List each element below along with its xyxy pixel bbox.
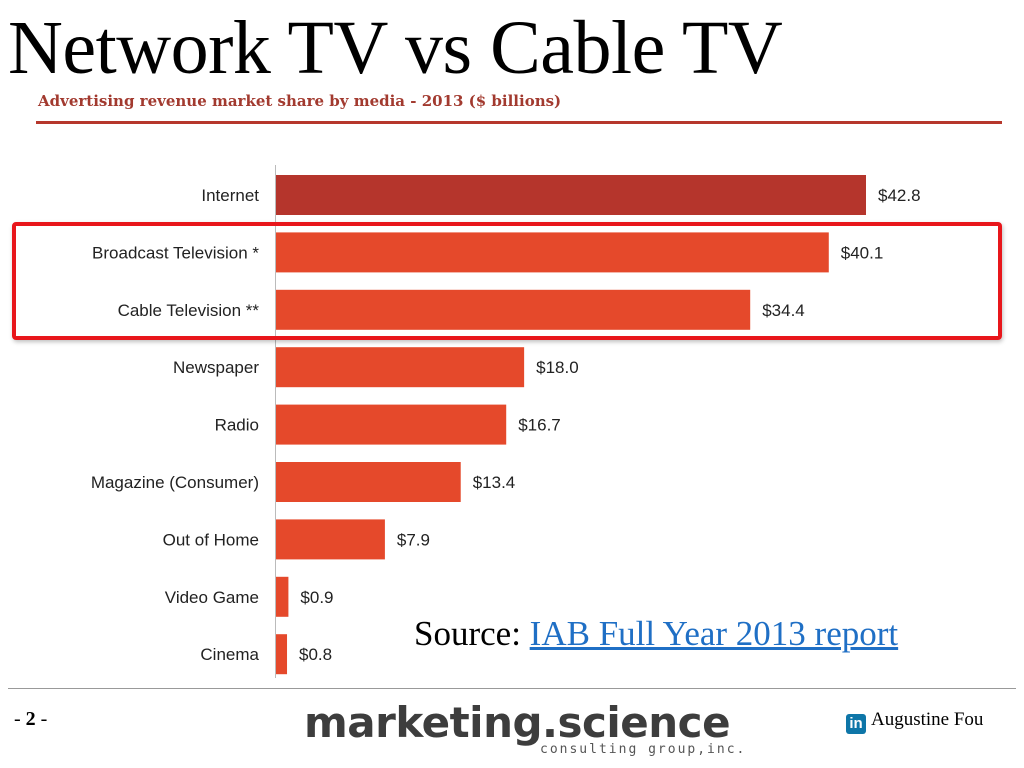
page-suffix: - bbox=[35, 708, 48, 730]
category-label: Video Game bbox=[165, 588, 259, 607]
title-divider bbox=[36, 121, 1002, 124]
bar bbox=[276, 634, 288, 675]
bar bbox=[276, 232, 829, 273]
bar-chart: Internet $42.8 Broadcast Television * $40.1… bbox=[91, 165, 921, 678]
category-label: Newspaper bbox=[173, 358, 259, 377]
category-label: Magazine (Consumer) bbox=[91, 473, 259, 492]
slide-title: Network TV vs Cable TV bbox=[8, 6, 783, 90]
page-number-value: 2 bbox=[25, 708, 36, 730]
chart-title: Advertising revenue market share by medi… bbox=[38, 92, 562, 110]
brand-name: marketing.science bbox=[304, 698, 731, 747]
source-note: Source: IAB Full Year 2013 report bbox=[414, 614, 898, 654]
value-label: $42.8 bbox=[878, 186, 921, 205]
brand-tagline: consulting group,inc. bbox=[540, 742, 747, 757]
category-label: Cable Television ** bbox=[118, 301, 260, 320]
category-label: Internet bbox=[201, 186, 259, 205]
tv-highlight-box bbox=[12, 222, 1002, 340]
bar bbox=[276, 175, 866, 215]
value-label: $34.4 bbox=[762, 301, 805, 320]
linkedin-icon[interactable]: in bbox=[846, 714, 866, 734]
source-prefix: Source: bbox=[414, 614, 530, 653]
value-label: $18.0 bbox=[536, 358, 579, 377]
category-label: Radio bbox=[215, 416, 259, 435]
bar bbox=[276, 576, 289, 617]
brand-logo: marketing.science consulting group,inc. bbox=[304, 698, 744, 762]
category-label: Out of Home bbox=[163, 530, 259, 549]
value-label: $40.1 bbox=[841, 243, 884, 262]
page-number: - 2 - bbox=[14, 708, 47, 731]
bar bbox=[276, 347, 525, 388]
page-prefix: - bbox=[14, 708, 26, 730]
bar bbox=[276, 289, 751, 330]
bar bbox=[276, 462, 461, 502]
author: in Augustine Fou bbox=[846, 709, 983, 734]
value-label: $0.9 bbox=[300, 588, 333, 607]
value-label: $0.8 bbox=[299, 645, 332, 664]
footer-divider bbox=[8, 688, 1016, 689]
value-label: $13.4 bbox=[473, 473, 516, 492]
source-link[interactable]: IAB Full Year 2013 report bbox=[529, 614, 899, 653]
category-label: Cinema bbox=[200, 645, 259, 664]
bar bbox=[276, 404, 507, 445]
author-name: Augustine Fou bbox=[871, 709, 984, 730]
value-label: $16.7 bbox=[518, 416, 561, 435]
category-label: Broadcast Television * bbox=[92, 243, 259, 262]
bar bbox=[276, 519, 385, 560]
value-label: $7.9 bbox=[397, 530, 430, 549]
